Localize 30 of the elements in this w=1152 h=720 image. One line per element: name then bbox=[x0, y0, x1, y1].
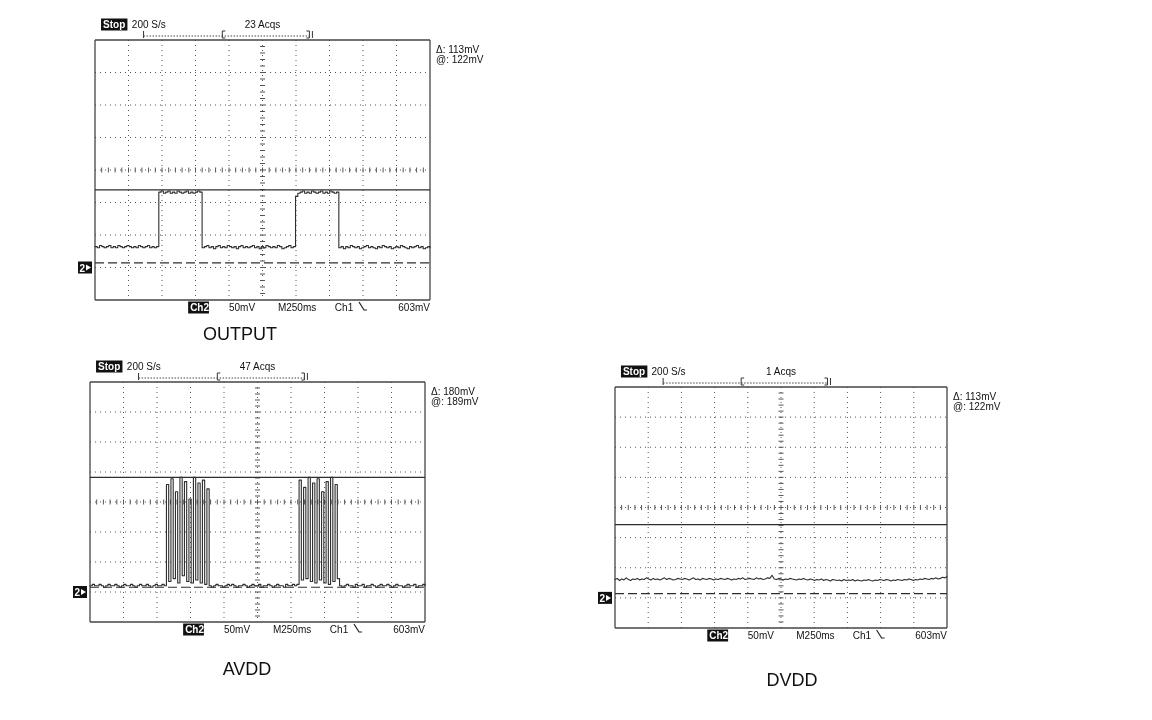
text: Ch1 bbox=[329, 624, 349, 635]
text: 50mV bbox=[229, 302, 256, 313]
text: 603mV bbox=[915, 630, 948, 641]
text: M250ms bbox=[277, 302, 317, 313]
text: M250ms bbox=[796, 630, 835, 641]
text: Ch1 bbox=[852, 630, 872, 641]
text: 200 S/s bbox=[126, 361, 161, 372]
text: OUTPUT bbox=[203, 324, 277, 344]
text: 50mV bbox=[224, 624, 251, 635]
text: 47 Acqs bbox=[239, 361, 276, 372]
text: DVDD bbox=[766, 670, 818, 690]
text: AVDD bbox=[222, 659, 272, 679]
text: 50mV bbox=[747, 630, 775, 641]
text: 603mV bbox=[398, 302, 431, 313]
text: 2 bbox=[79, 262, 86, 274]
text: 603mV bbox=[393, 624, 426, 635]
text: Ch1 bbox=[334, 302, 354, 313]
text: @: 189mV bbox=[431, 396, 479, 407]
text: Δ: 113mV bbox=[953, 391, 997, 402]
text: @: 122mV bbox=[953, 401, 1001, 412]
text: 200 S/s bbox=[651, 366, 686, 377]
text: M250ms bbox=[272, 624, 312, 635]
text: 1 Acqs bbox=[765, 366, 797, 377]
text: 200 S/s bbox=[131, 19, 166, 30]
text: Δ: 180mV bbox=[431, 386, 476, 397]
text: 2 bbox=[74, 587, 81, 598]
text: Δ: 113mV bbox=[436, 44, 480, 55]
text: 23 Acqs bbox=[244, 19, 281, 30]
text: 2 bbox=[599, 592, 606, 604]
text: @: 122mV bbox=[436, 54, 484, 65]
